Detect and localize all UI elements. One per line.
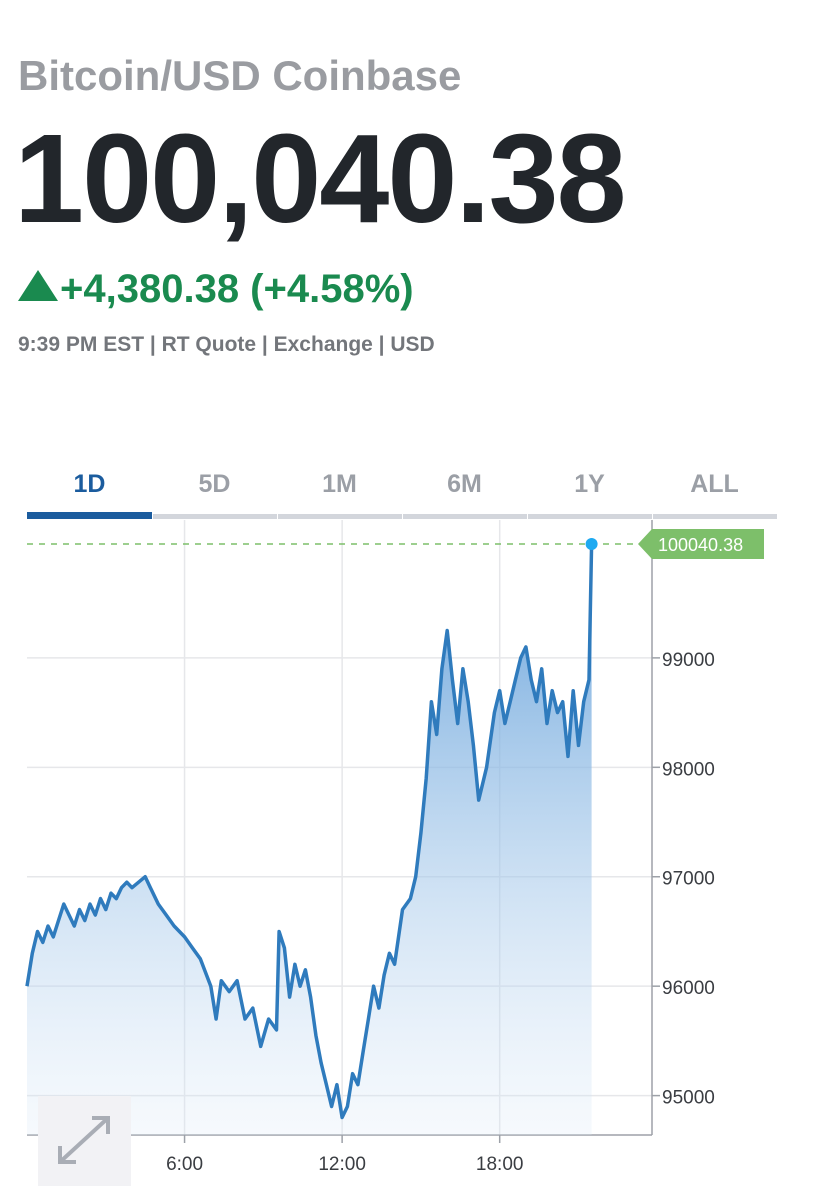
tab-underline-active bbox=[27, 512, 152, 519]
area-fill bbox=[27, 544, 592, 1135]
tab-underline bbox=[278, 514, 402, 519]
instrument-title: Bitcoin/USD Coinbase bbox=[18, 52, 461, 99]
x-tick-label: 12:00 bbox=[318, 1154, 366, 1175]
x-tick-label: 18:00 bbox=[476, 1154, 524, 1175]
quote-meta: 9:39 PM EST | RT Quote | Exchange | USD bbox=[18, 333, 435, 356]
range-tab[interactable]: 1Y bbox=[574, 470, 605, 498]
price-change: +4,380.38 (+4.58%) bbox=[60, 267, 414, 311]
range-tab[interactable]: 1D bbox=[74, 470, 106, 498]
y-tick-label: 97000 bbox=[662, 869, 715, 890]
x-tick-label: 6:00 bbox=[166, 1154, 203, 1175]
up-arrow bbox=[18, 270, 58, 301]
tab-underline bbox=[653, 514, 777, 519]
price: 100,040.38 bbox=[14, 108, 625, 249]
last-price-label: 100040.38 bbox=[658, 535, 743, 555]
last-price-dot bbox=[585, 538, 598, 551]
last-price-tag bbox=[638, 529, 764, 560]
range-tabs: 1D 5D 1M 6M 1Y ALL bbox=[27, 470, 777, 519]
range-tab[interactable]: ALL bbox=[690, 470, 739, 498]
expand-button[interactable] bbox=[38, 1096, 131, 1186]
expand-icon[interactable] bbox=[58, 1116, 110, 1164]
y-tick-label: 98000 bbox=[662, 759, 715, 780]
range-tab[interactable]: 6M bbox=[447, 470, 482, 498]
y-tick-label: 95000 bbox=[662, 1088, 715, 1109]
y-tick-label: 99000 bbox=[662, 650, 715, 671]
tab-underline bbox=[153, 514, 277, 519]
tab-underline bbox=[528, 514, 652, 519]
y-tick-label: 96000 bbox=[662, 978, 715, 999]
range-tab[interactable]: 5D bbox=[199, 470, 231, 498]
tab-underline bbox=[403, 514, 527, 519]
price-line bbox=[25, 543, 594, 1120]
price-chart: 95000 96000 97000 98000 99000 6:00 12:00 18:00 1… bbox=[25, 520, 764, 1175]
range-tab[interactable]: 1M bbox=[322, 470, 357, 498]
